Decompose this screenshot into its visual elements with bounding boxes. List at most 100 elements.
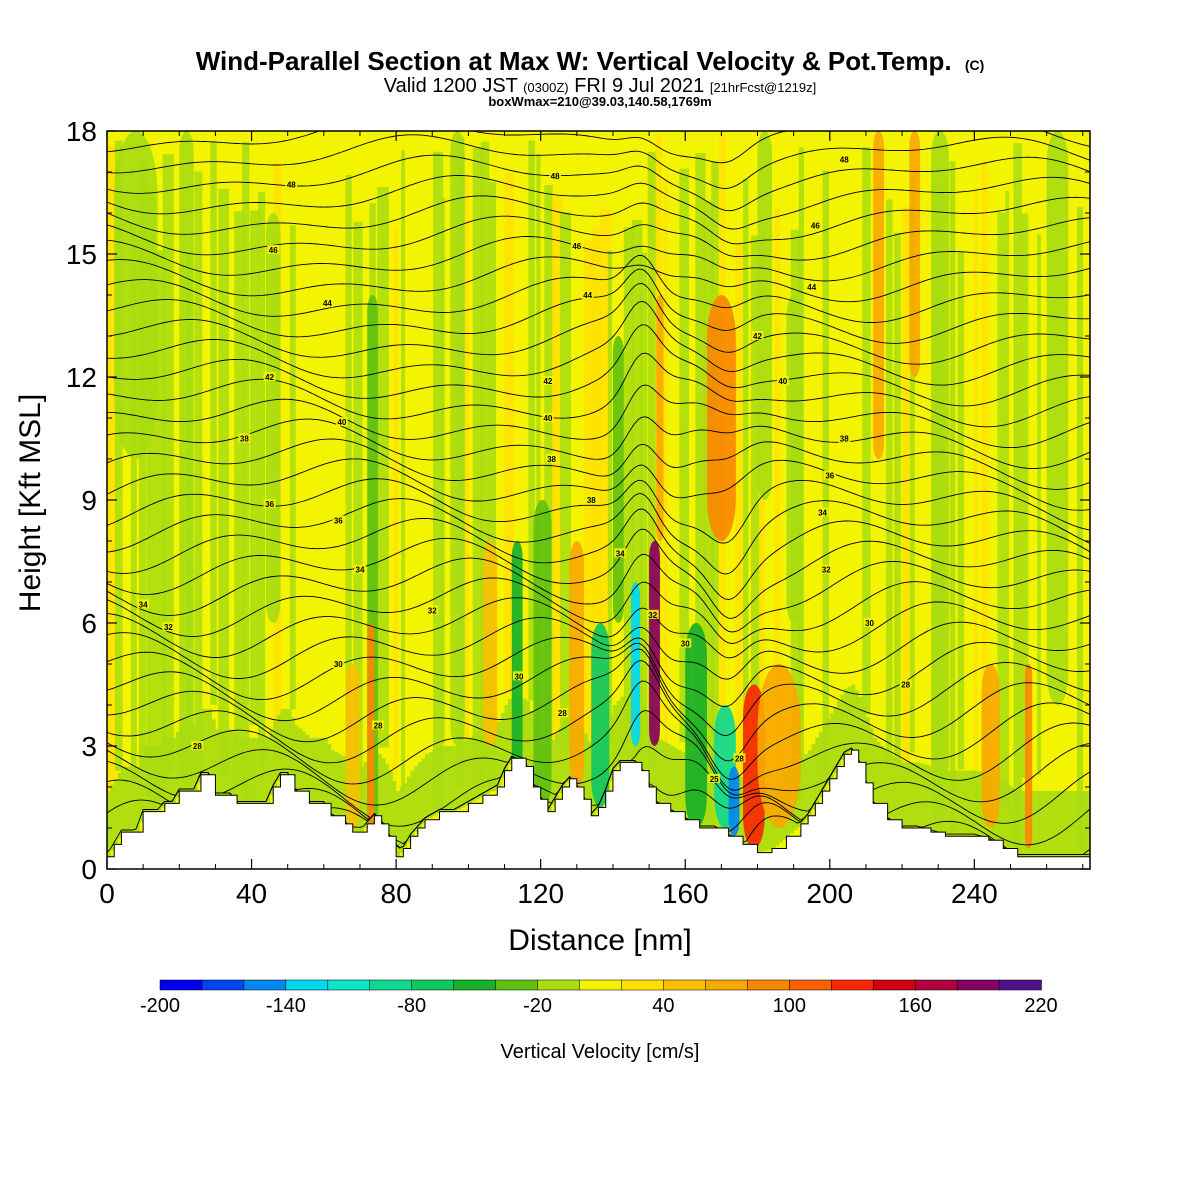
- isentrope-label-text: 40: [543, 414, 552, 423]
- velocity-stripe: [544, 185, 553, 775]
- isentrope-label-text: 48: [551, 172, 560, 181]
- near-surface-band: [1017, 791, 1022, 857]
- near-surface-band: [974, 770, 979, 837]
- isentrope-label-text: 40: [778, 377, 787, 386]
- near-surface-band: [153, 746, 158, 812]
- velocity-plume: [114, 131, 158, 459]
- near-surface-band: [905, 762, 910, 828]
- isentrope-label: 48: [549, 171, 562, 181]
- near-surface-band: [1006, 784, 1011, 851]
- near-surface-band: [327, 743, 332, 810]
- near-surface-band: [320, 737, 325, 804]
- near-surface-band: [331, 750, 335, 816]
- near-surface-band: [229, 729, 234, 796]
- isentrope-label-text: 40: [337, 418, 346, 427]
- near-surface-band: [385, 764, 390, 831]
- isentrope-label-text: 25: [710, 775, 719, 784]
- isentrope-label-text: 30: [515, 672, 524, 681]
- isentrope-label: 40: [776, 376, 789, 386]
- velocity-stripe: [377, 187, 389, 748]
- colorbar-tick-label: -20: [523, 995, 552, 1017]
- near-surface-band: [1039, 791, 1044, 857]
- near-surface-band: [215, 729, 220, 796]
- colorbar-tick-label: 220: [1024, 995, 1057, 1017]
- isentrope: [107, 416, 1090, 469]
- near-surface-band: [891, 756, 896, 822]
- velocity-stripe: [679, 168, 689, 743]
- near-surface-band: [930, 766, 935, 833]
- velocity-stripe: [957, 251, 965, 770]
- near-surface-band: [381, 758, 386, 824]
- velocity-plume: [930, 131, 950, 787]
- velocity-stripe: [472, 147, 483, 788]
- colorbar-swatch: [411, 979, 455, 991]
- near-surface-band: [298, 728, 303, 795]
- velocity-plume: [345, 664, 360, 828]
- near-surface-band: [1057, 791, 1062, 857]
- near-surface-band: [161, 741, 166, 808]
- y-tick-label: 3: [81, 731, 97, 762]
- near-surface-band: [652, 729, 657, 796]
- near-surface-band: [468, 737, 473, 804]
- isentrope-label: 34: [137, 599, 150, 610]
- near-surface-band: [1003, 782, 1008, 849]
- near-surface-band: [334, 752, 339, 818]
- near-surface-band: [1071, 791, 1076, 857]
- isentrope: [107, 508, 1090, 600]
- near-surface-band: [1053, 791, 1058, 857]
- isentrope: [107, 617, 1090, 680]
- velocity-stripe: [130, 227, 137, 779]
- colorbar-swatch: [327, 979, 371, 991]
- velocity-stripe: [910, 177, 915, 753]
- near-surface-band: [504, 705, 509, 771]
- isentrope-label: 40: [541, 413, 554, 423]
- velocity-plume: [266, 213, 281, 623]
- colorbar: [159, 979, 1042, 991]
- isentrope: [107, 747, 1090, 846]
- isentrope-label: 46: [809, 220, 822, 230]
- near-surface-band: [587, 741, 592, 808]
- near-surface-band: [222, 729, 227, 796]
- velocity-plume: [981, 664, 1000, 828]
- near-surface-band: [1050, 791, 1055, 857]
- near-surface-band: [204, 709, 209, 775]
- near-surface-band: [493, 723, 498, 790]
- isentrope-label: 48: [285, 179, 298, 189]
- near-surface-band: [500, 713, 505, 779]
- colorbar-swatch: [495, 979, 539, 991]
- near-surface-band: [641, 705, 646, 771]
- near-surface-band: [247, 737, 252, 804]
- near-surface-band: [620, 696, 624, 763]
- colorbar-swatch: [201, 979, 245, 991]
- near-surface-band: [551, 739, 556, 806]
- isentrope-label-text: 42: [265, 373, 274, 382]
- near-surface-band: [273, 721, 278, 787]
- colorbar-swatch: [914, 979, 958, 991]
- near-surface-band: [284, 709, 288, 775]
- velocity-stripe: [488, 182, 497, 792]
- velocity-stripe: [345, 174, 352, 807]
- velocity-stripe: [902, 206, 910, 797]
- near-surface-band: [645, 713, 650, 779]
- near-surface-band: [403, 782, 408, 849]
- near-surface-band: [970, 770, 975, 837]
- near-surface-band: [710, 762, 715, 828]
- isentrope: [107, 710, 1090, 806]
- velocity-stripe: [1013, 143, 1022, 848]
- near-surface-band: [822, 725, 827, 792]
- near-surface-band: [388, 770, 393, 837]
- near-surface-band: [912, 762, 917, 828]
- velocity-stripe: [751, 235, 761, 847]
- isentrope: [107, 195, 1090, 245]
- velocity-stripe: [289, 225, 296, 710]
- isentrope: [107, 636, 1090, 708]
- near-surface-band: [135, 766, 140, 833]
- isentrope-label-text: 34: [139, 601, 148, 610]
- near-surface-band: [562, 721, 567, 787]
- near-surface-band: [482, 729, 487, 796]
- isentrope: [107, 256, 1090, 303]
- y-tick-label: 6: [81, 608, 97, 639]
- near-surface-band: [175, 731, 180, 798]
- colorbar-label: Vertical Velocity [cm/s]: [501, 1041, 700, 1063]
- isentrope-label: 28: [899, 679, 912, 690]
